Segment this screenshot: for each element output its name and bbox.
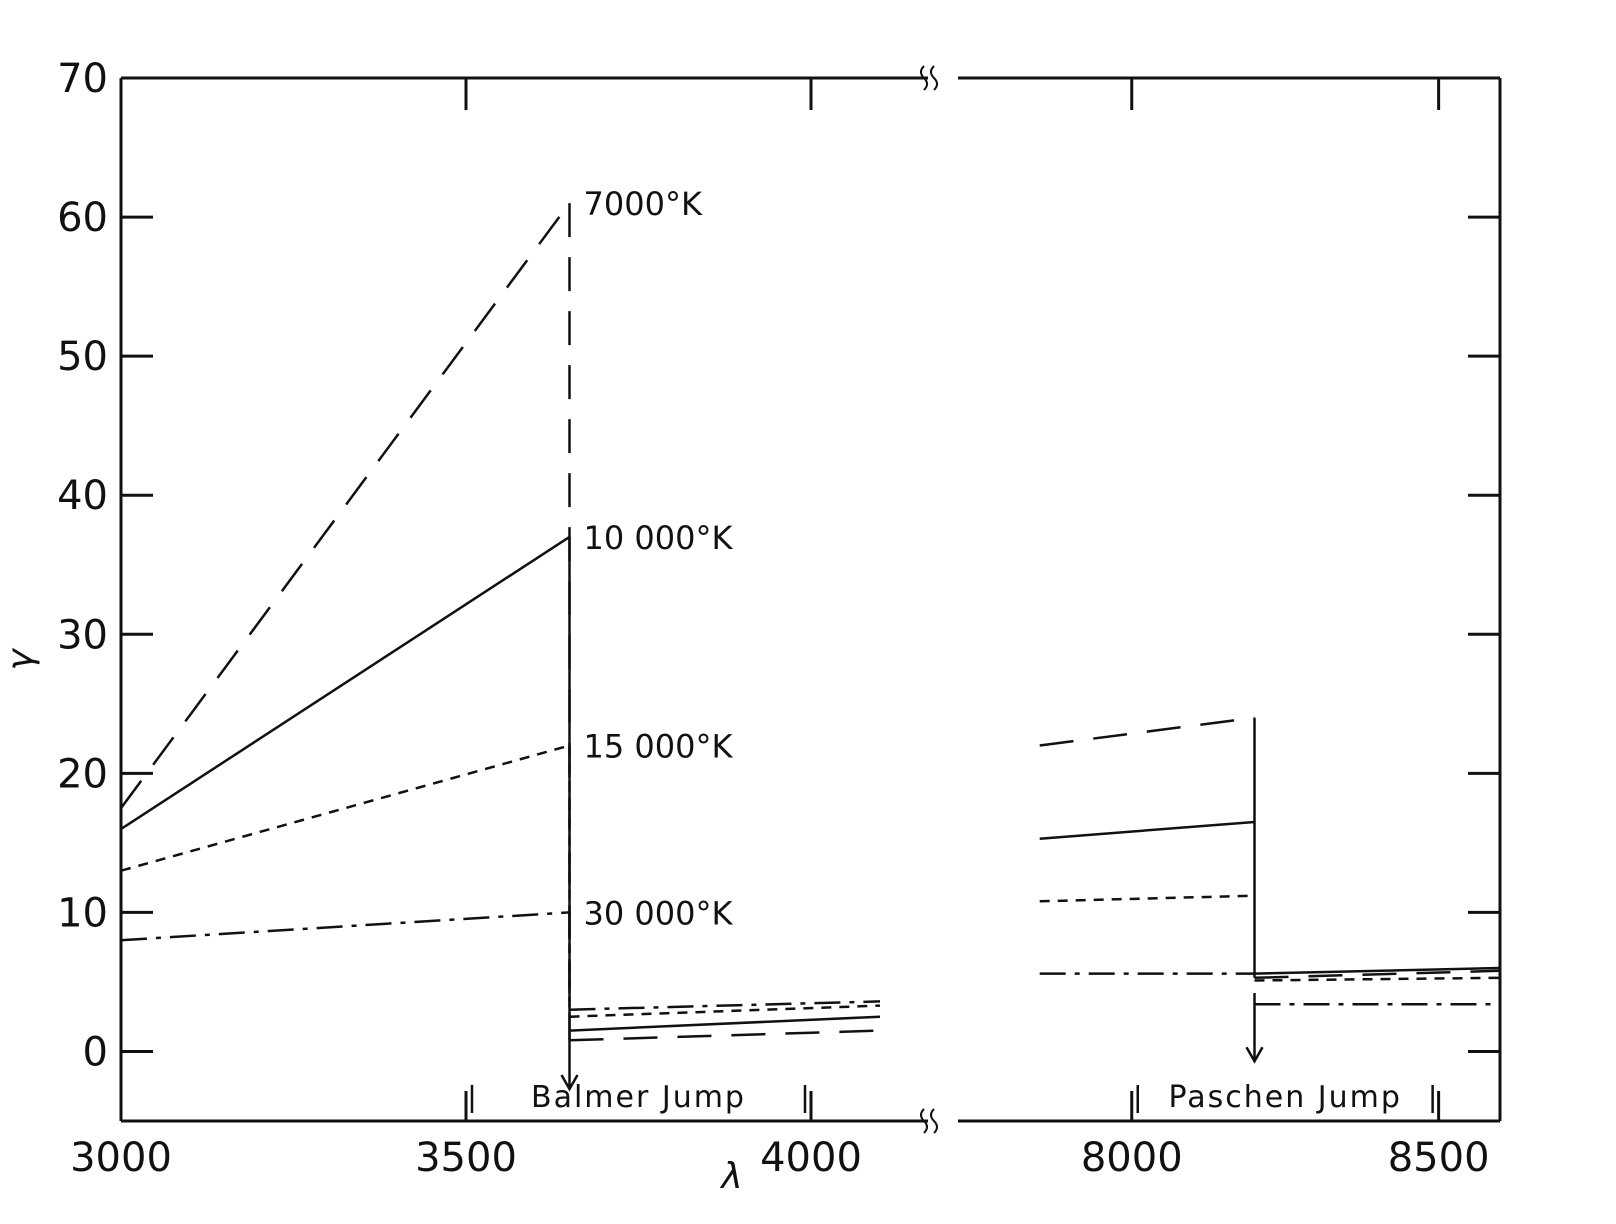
x-tick-label: 4000 (760, 1135, 862, 1181)
jump-label: Paschen Jump (1168, 1080, 1401, 1115)
y-tick-label: 70 (57, 56, 108, 102)
series-long-dash (119, 202, 1501, 1042)
series-segment (1254, 969, 1501, 980)
series-segment (1039, 894, 1255, 903)
series-segment (120, 911, 570, 942)
series-label: 7000°K (584, 185, 703, 223)
jump-arrow-head (1245, 1046, 1264, 1064)
series-segment (569, 1029, 881, 1042)
series-label: 30 000°K (584, 894, 734, 932)
series-segment (569, 1000, 881, 1011)
plot-frame (119, 65, 1502, 1134)
y-axis-title: γ (0, 648, 41, 671)
series-segment (1254, 976, 1501, 982)
series-segment (1039, 820, 1255, 840)
series-segment (1039, 716, 1255, 747)
bottom-axis-break-mark (920, 1108, 928, 1134)
series-segment (569, 1015, 881, 1032)
y-tick-label: 60 (57, 195, 108, 241)
x-tick-label: 8000 (1081, 1135, 1183, 1181)
x-tick-label: 8500 (1388, 1135, 1490, 1181)
top-axis-break-mark (920, 65, 928, 91)
series-segment (119, 202, 571, 809)
axis-ticks (119, 76, 1500, 1121)
series-label: 10 000°K (584, 519, 734, 557)
series-segment (120, 744, 570, 872)
series-short-dash (120, 744, 1501, 1018)
series-segment (1254, 966, 1501, 975)
series-segment (120, 535, 571, 831)
jump-markers (470, 717, 1434, 1113)
y-tick-label: 20 (57, 751, 108, 797)
series-solid (120, 535, 1501, 1032)
jump-label: Balmer Jump (531, 1080, 746, 1115)
series-label: 15 000°K (584, 728, 734, 766)
x-tick-label: 3000 (70, 1135, 172, 1181)
series-lines (119, 202, 1501, 1042)
y-tick-label: 0 (83, 1029, 108, 1075)
x-axis-title: λ (719, 1156, 742, 1197)
bottom-axis-break-mark (930, 1108, 938, 1134)
y-tick-label: 50 (57, 334, 108, 380)
x-tick-label: 3500 (415, 1135, 517, 1181)
series-segment (569, 1004, 881, 1018)
top-axis-break-mark (930, 65, 938, 91)
y-tick-label: 10 (57, 890, 108, 936)
chart-text: λ γ 0 10 20 30 40 50 60 70 3000 3500 4000 8000 8500 7… (0, 56, 1490, 1197)
series-dash-dot (120, 911, 1500, 1011)
jump-arrow-head (560, 1074, 579, 1092)
y-tick-label: 40 (57, 473, 108, 519)
y-tick-label: 30 (57, 612, 108, 658)
